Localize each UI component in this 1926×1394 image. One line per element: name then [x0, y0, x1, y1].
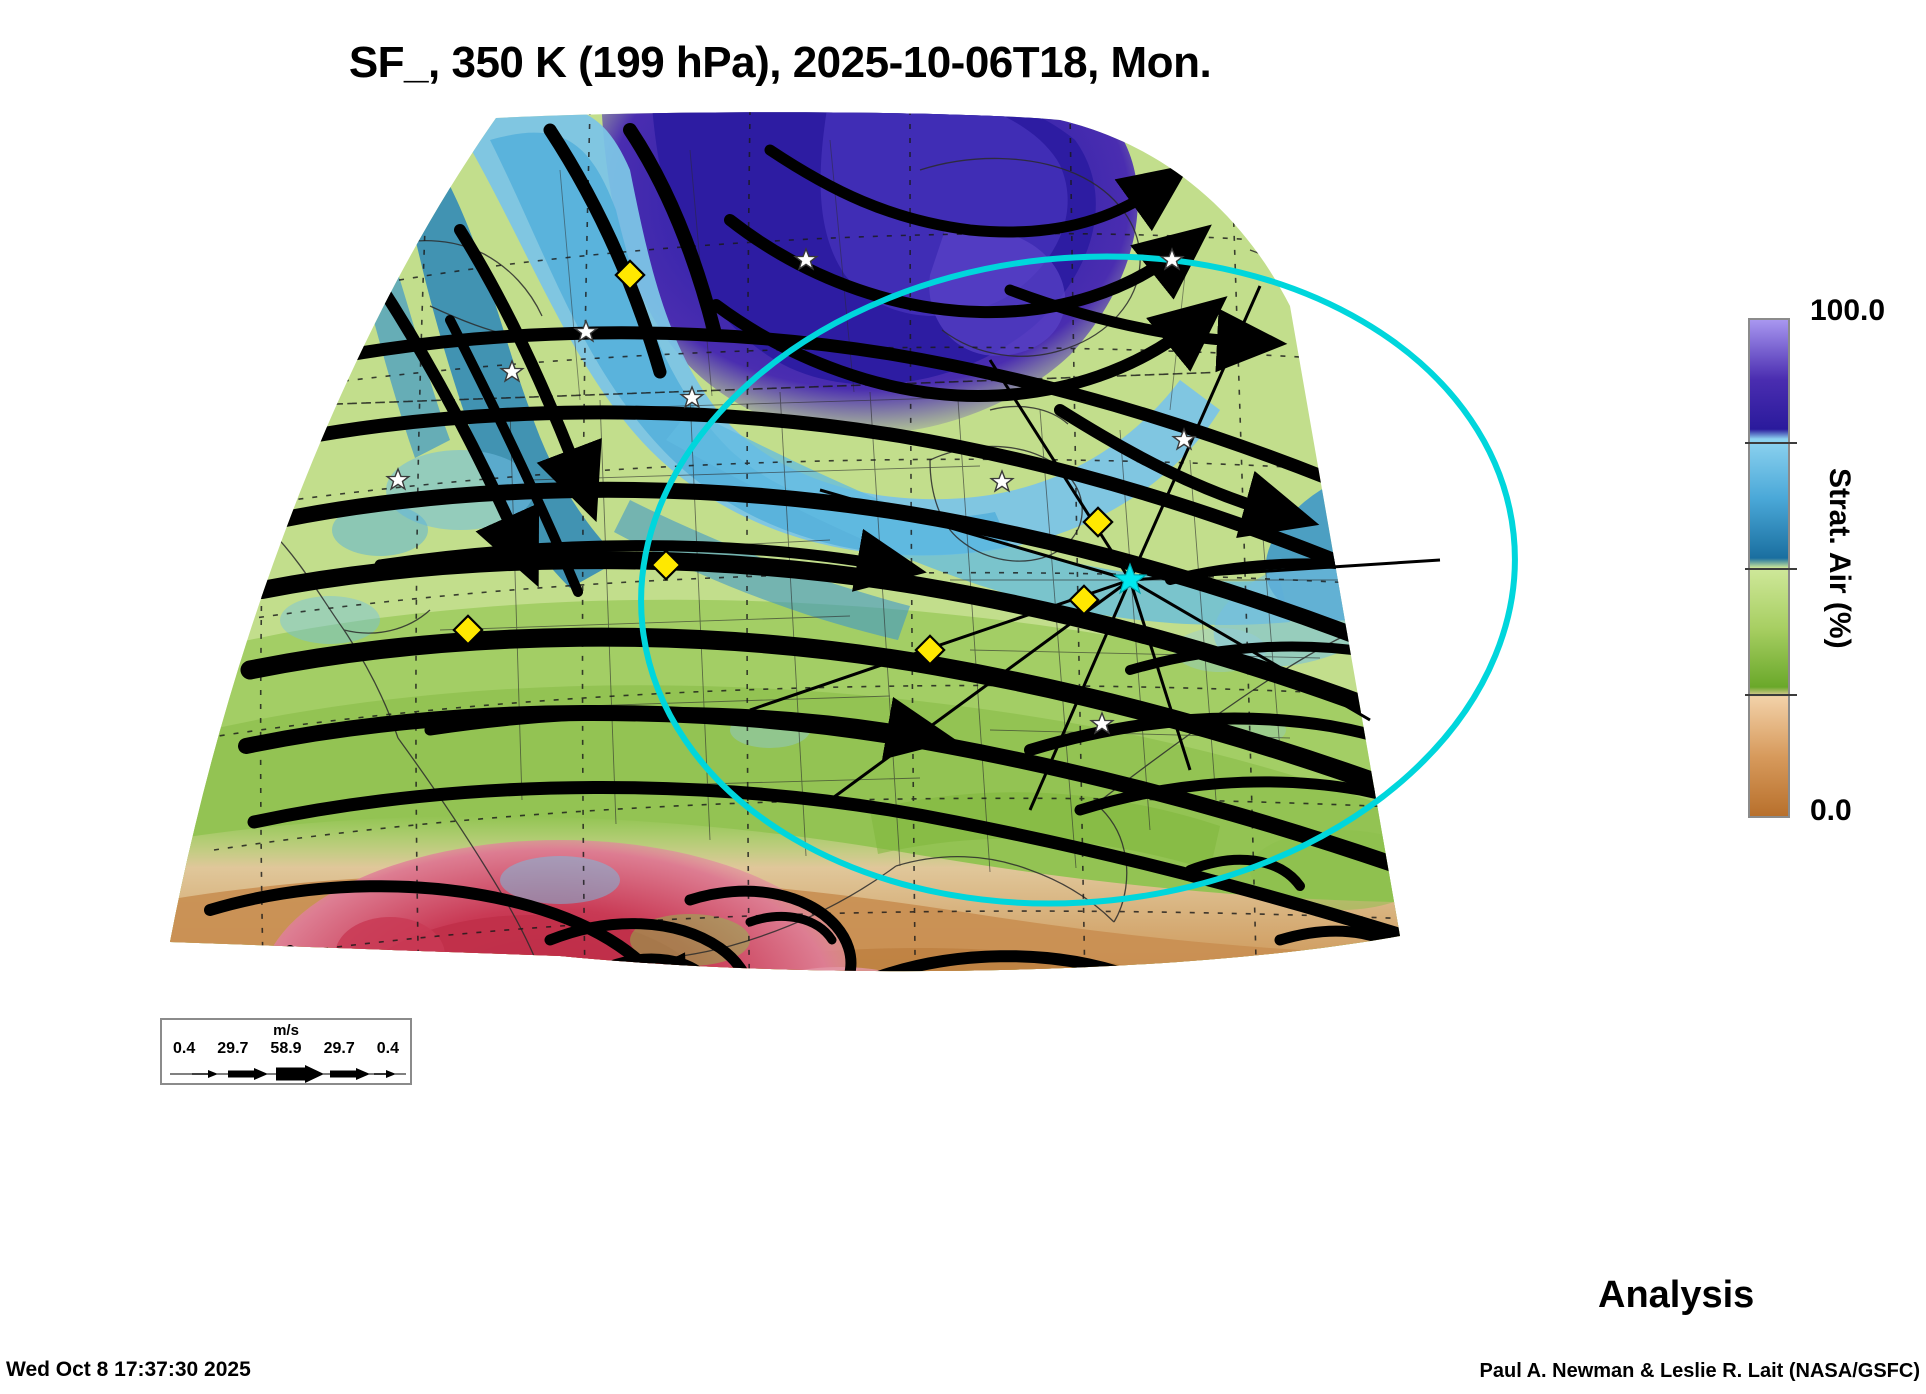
- field-red-core: [260, 840, 860, 972]
- wind-value: 29.7: [217, 1040, 249, 1057]
- stratospheric-air-map[interactable]: [130, 110, 1560, 1040]
- colorbar-tick: [1745, 442, 1797, 444]
- field-blue-band-inner: [490, 132, 1010, 556]
- streamline: [1165, 558, 1400, 637]
- cyan-star-center-marker[interactable]: [1112, 562, 1148, 595]
- yellow-diamond-marker[interactable]: [1068, 584, 1100, 616]
- colorbar: 100.0 0.0 Strat. Air (%): [1745, 294, 1926, 828]
- map-panel[interactable]: [130, 110, 1560, 1040]
- field-green-se: [870, 792, 1220, 870]
- wind-speed-legend: m/s 0.4 29.7 58.9 29.7 0.4: [160, 1018, 412, 1085]
- yellow-diamond-marker[interactable]: [650, 549, 682, 581]
- author-credit: Paul A. Newman & Leslie R. Lait (NASA/GS…: [1479, 1360, 1920, 1382]
- page-title: SF_, 350 K (199 hPa), 2025-10-06T18, Mon…: [348, 38, 1212, 87]
- streamline: [544, 918, 756, 972]
- generation-timestamp: Wed Oct 8 17:37:30 2025: [6, 1358, 251, 1381]
- streamline: [424, 696, 957, 760]
- white-star-marker[interactable]: [1089, 711, 1115, 735]
- markers[interactable]: [385, 247, 1197, 735]
- colorbar-min-label: 0.0: [1810, 794, 1852, 827]
- streamline: [240, 627, 1400, 832]
- wind-arrow-scale: [170, 1065, 406, 1083]
- field-pink-lobe-e2: [920, 998, 1100, 1040]
- streamline: [374, 528, 927, 592]
- wind-value: 0.4: [173, 1040, 196, 1057]
- streamline: [1004, 284, 1288, 373]
- cyan-range-ring: [638, 253, 1518, 907]
- streamline: [454, 224, 602, 523]
- wind-value-labels: 0.4 29.7 58.9 29.7 0.4: [162, 1040, 410, 1058]
- colorbar-gradient: [1745, 318, 1797, 818]
- streamline: [1054, 404, 1320, 538]
- yellow-diamond-marker[interactable]: [1082, 506, 1114, 538]
- yellow-diamond-marker-group: [452, 259, 1114, 666]
- streamline: [764, 144, 1191, 238]
- streamline: [1274, 925, 1400, 972]
- streamline: [1185, 854, 1305, 891]
- white-star-marker[interactable]: [385, 467, 411, 491]
- streamline: [930, 1003, 1166, 1024]
- wind-value: 58.9: [270, 1040, 302, 1057]
- colorbar-tick: [1745, 694, 1797, 696]
- radial-transect-lines: [749, 285, 1441, 811]
- yellow-diamond-marker[interactable]: [914, 634, 946, 666]
- white-star-marker[interactable]: [679, 385, 705, 409]
- streamline: [623, 123, 721, 337]
- field-red-lobe-w: [335, 917, 445, 972]
- wind-value: 0.4: [376, 1040, 399, 1057]
- streamline: [745, 911, 837, 945]
- white-star-marker[interactable]: [573, 319, 599, 343]
- yellow-diamond-marker[interactable]: [614, 259, 646, 291]
- streamline: [272, 481, 1400, 694]
- streamline: [605, 953, 724, 972]
- colorbar-axis-label: Strat. Air (%): [1823, 468, 1856, 649]
- yellow-diamond-marker[interactable]: [452, 614, 484, 646]
- white-star-marker[interactable]: [1171, 427, 1197, 451]
- field-pocket-4: [500, 856, 620, 904]
- white-star-marker[interactable]: [989, 469, 1015, 493]
- wind-value: 29.7: [323, 1040, 355, 1057]
- field-pink-lobe-e: [730, 967, 950, 972]
- streamline: [364, 264, 540, 588]
- streamline: [1074, 776, 1400, 874]
- streamline: [543, 123, 667, 379]
- white-star-marker[interactable]: [793, 247, 819, 271]
- streamline: [1024, 712, 1400, 816]
- white-star-marker[interactable]: [499, 359, 525, 383]
- field-pocket-2: [332, 504, 428, 556]
- field-pocket-3: [280, 596, 380, 644]
- white-star-marker-group: [385, 247, 1197, 735]
- analysis-label: Analysis: [1598, 1274, 1755, 1316]
- white-star-marker[interactable]: [1159, 247, 1185, 271]
- wind-unit-label: m/s: [273, 1022, 299, 1039]
- streamline: [1305, 957, 1395, 972]
- streamline: [247, 780, 1400, 957]
- field-blue-atlantic-core: [1339, 478, 1400, 566]
- colorbar-tick: [1745, 568, 1797, 570]
- streamline: [724, 214, 1212, 319]
- colorbar-max-label: 100.0: [1810, 294, 1886, 327]
- streamline: [684, 885, 857, 972]
- streamline: [313, 326, 1400, 528]
- field-blue-band: [460, 112, 1220, 556]
- streamline: [864, 950, 1248, 972]
